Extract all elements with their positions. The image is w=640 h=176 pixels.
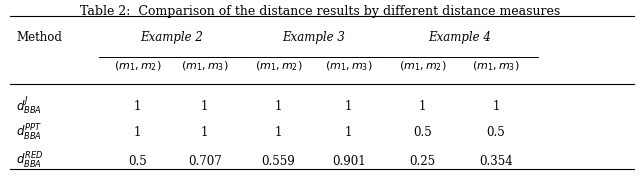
Text: $(m_1,m_2)$: $(m_1,m_2)$ <box>255 59 302 73</box>
Text: 1: 1 <box>201 100 209 113</box>
Text: 0.707: 0.707 <box>188 155 221 168</box>
Text: $(m_1,m_3)$: $(m_1,m_3)$ <box>325 59 372 73</box>
Text: $d^{PPT}_{BBA}$: $d^{PPT}_{BBA}$ <box>16 123 42 143</box>
Text: 0.559: 0.559 <box>262 155 295 168</box>
Text: $(m_1,m_2)$: $(m_1,m_2)$ <box>399 59 446 73</box>
Text: 0.901: 0.901 <box>332 155 365 168</box>
Text: $d^J_{BBA}$: $d^J_{BBA}$ <box>16 96 42 117</box>
Text: Example 4: Example 4 <box>428 31 491 44</box>
Text: Example 2: Example 2 <box>140 31 203 44</box>
Text: 0.5: 0.5 <box>486 126 506 139</box>
Text: 1: 1 <box>134 126 141 139</box>
Text: 1: 1 <box>275 100 282 113</box>
Text: 0.5: 0.5 <box>413 126 432 139</box>
Text: Example 3: Example 3 <box>282 31 345 44</box>
Text: 1: 1 <box>275 126 282 139</box>
Text: 0.5: 0.5 <box>128 155 147 168</box>
Text: $(m_1,m_2)$: $(m_1,m_2)$ <box>114 59 161 73</box>
Text: Method: Method <box>16 31 62 44</box>
Text: 1: 1 <box>201 126 209 139</box>
Text: 1: 1 <box>419 100 426 113</box>
Text: $(m_1,m_3)$: $(m_1,m_3)$ <box>181 59 228 73</box>
Text: Table 2:  Comparison of the distance results by different distance measures: Table 2: Comparison of the distance resu… <box>80 5 560 18</box>
Text: 1: 1 <box>345 126 353 139</box>
Text: $(m_1,m_3)$: $(m_1,m_3)$ <box>472 59 520 73</box>
Text: $d^{RED}_{BBA}$: $d^{RED}_{BBA}$ <box>16 151 44 171</box>
Text: 1: 1 <box>134 100 141 113</box>
Text: 0.354: 0.354 <box>479 155 513 168</box>
Text: 0.25: 0.25 <box>410 155 435 168</box>
Text: 1: 1 <box>345 100 353 113</box>
Text: 1: 1 <box>492 100 500 113</box>
